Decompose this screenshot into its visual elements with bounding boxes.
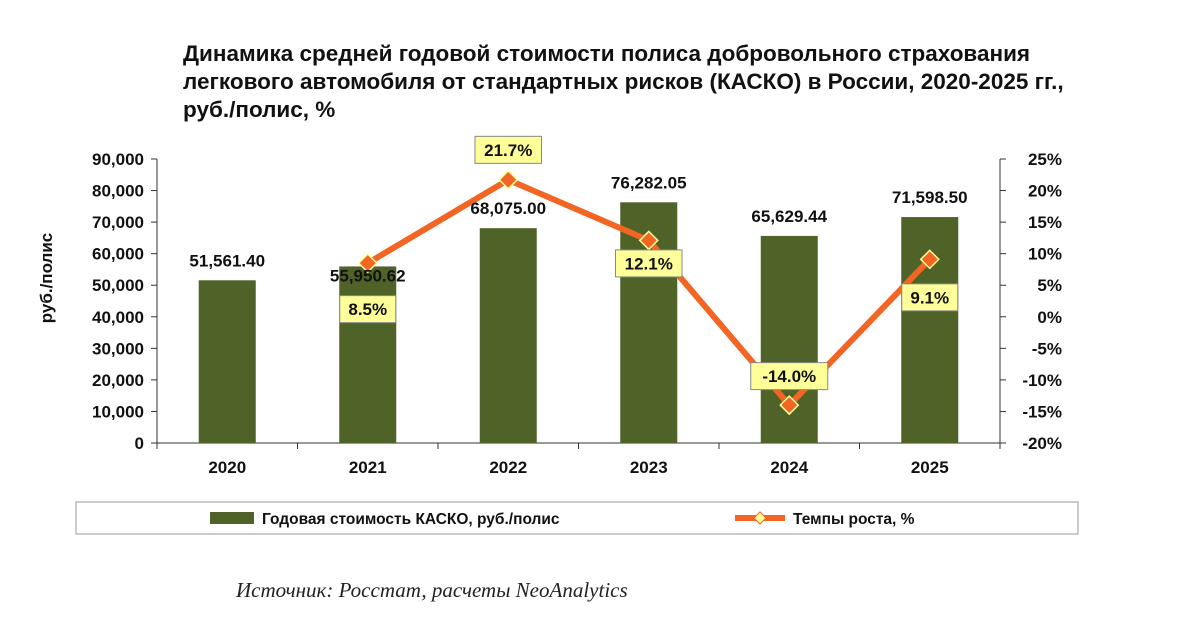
growth-label: -14.0% bbox=[762, 367, 816, 386]
legend-line-marker bbox=[753, 511, 767, 525]
chart-title: Динамика средней годовой стоимости полис… bbox=[183, 41, 1064, 122]
growth-label-box bbox=[615, 249, 683, 278]
bar bbox=[339, 266, 397, 443]
legend-line-label: Темпы роста, % bbox=[793, 511, 915, 528]
y-axis-title: руб./полис bbox=[37, 233, 56, 324]
bar-value-label: 71,598.50 bbox=[892, 188, 968, 207]
x-tick-label: 2020 bbox=[208, 458, 246, 477]
y-tick-label-left: 30,000 bbox=[92, 339, 144, 358]
y-tick-label-left: 20,000 bbox=[92, 371, 144, 390]
growth-label: 21.7% bbox=[484, 141, 532, 160]
y-tick-label-right: 5% bbox=[1037, 276, 1062, 295]
y-tick-label-left: 60,000 bbox=[92, 245, 144, 264]
x-tick-label: 2024 bbox=[770, 458, 808, 477]
y-tick-label-left: 40,000 bbox=[92, 308, 144, 327]
y-tick-label-right: 20% bbox=[1028, 182, 1062, 201]
legend-bar-label: Годовая стоимость КАСКО, руб./полис bbox=[262, 511, 560, 528]
y-tick-label-left: 70,000 bbox=[92, 213, 144, 232]
y-tick-label-left: 80,000 bbox=[92, 182, 144, 201]
x-tick-label: 2023 bbox=[630, 458, 668, 477]
line-marker bbox=[919, 249, 940, 270]
bar bbox=[198, 280, 256, 443]
bar-value-label: 68,075.00 bbox=[470, 199, 546, 218]
y-tick-label-left: 90,000 bbox=[92, 150, 144, 169]
y-tick-label-right: 25% bbox=[1028, 150, 1062, 169]
growth-label-box bbox=[339, 295, 397, 324]
y-tick-label-right: -10% bbox=[1022, 371, 1062, 390]
growth-label-box bbox=[474, 135, 542, 164]
bar-value-label: 51,561.40 bbox=[189, 251, 265, 270]
bar-value-label: 65,629.44 bbox=[751, 207, 827, 226]
line-marker bbox=[779, 395, 800, 416]
growth-label-box bbox=[901, 283, 959, 312]
bar-value-label: 76,282.05 bbox=[611, 173, 687, 192]
legend: Годовая стоимость КАСКО, руб./полис Темпы… bbox=[75, 501, 1079, 535]
y-tick-label-left: 0 bbox=[135, 434, 144, 453]
bar bbox=[479, 228, 537, 443]
y-tick-label-right: 0% bbox=[1037, 308, 1062, 327]
growth-label: 12.1% bbox=[625, 254, 673, 273]
y-tick-label-right: -5% bbox=[1032, 339, 1062, 358]
growth-label: 8.5% bbox=[348, 300, 387, 319]
x-tick-label: 2025 bbox=[911, 458, 949, 477]
y-tick-label-right: -15% bbox=[1022, 402, 1062, 421]
growth-label: 9.1% bbox=[910, 288, 949, 307]
x-tick-label: 2022 bbox=[489, 458, 527, 477]
growth-label-box bbox=[750, 362, 829, 391]
y-tick-label-right: 15% bbox=[1028, 213, 1062, 232]
y-tick-label-right: 10% bbox=[1028, 245, 1062, 264]
legend-bar-swatch bbox=[210, 512, 254, 524]
bar-value-label: 55,950.62 bbox=[330, 266, 406, 285]
y-tick-label-left: 50,000 bbox=[92, 276, 144, 295]
y-tick-label-right: -20% bbox=[1022, 434, 1062, 453]
line-marker bbox=[498, 169, 519, 190]
x-tick-label: 2021 bbox=[349, 458, 387, 477]
line-marker bbox=[357, 253, 378, 274]
y-tick-label-left: 10,000 bbox=[92, 402, 144, 421]
source-note: Источник: Росстат, расчеты NeoAnalytics bbox=[236, 578, 628, 602]
